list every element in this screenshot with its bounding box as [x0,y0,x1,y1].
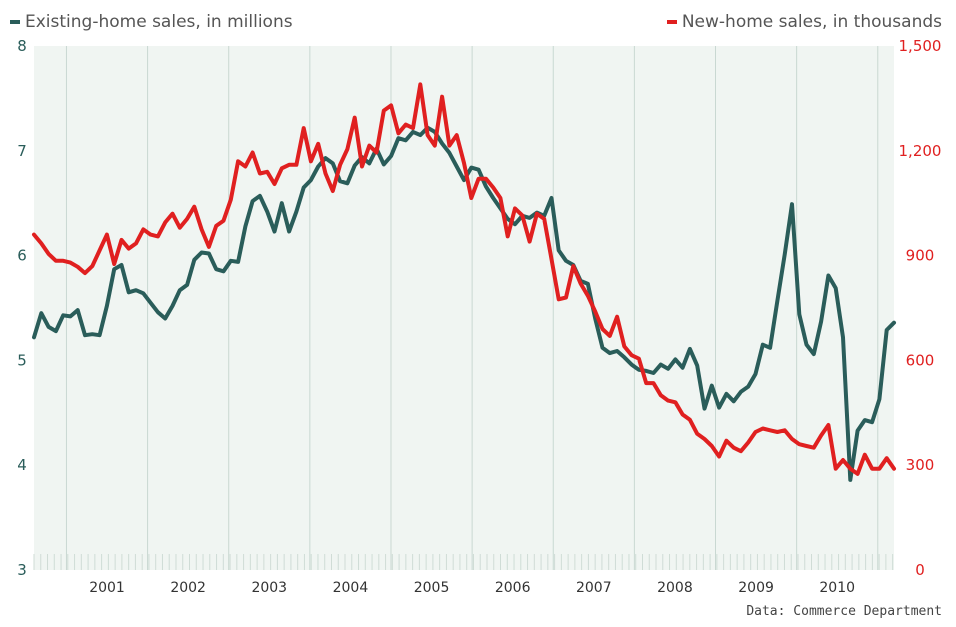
y-right-tick-label: 900 [906,247,935,265]
y-right-tick-label: 1,200 [899,142,942,160]
y-left-tick-label: 6 [17,247,27,265]
x-tick-label: 2001 [89,580,125,596]
y-right-tick-label: 300 [906,456,935,474]
x-tick-label: 2009 [738,580,774,596]
x-tick-label: 2006 [495,580,531,596]
y-right-tick-label: 1,500 [899,37,942,55]
plot-background [34,46,894,570]
y-right-tick-label: 0 [915,561,925,579]
x-tick-label: 2005 [414,580,450,596]
x-tick-label: 2010 [819,580,855,596]
legend-existing-label: Existing-home sales, in millions [25,12,293,32]
legend-existing: Existing-home sales, in millions [10,12,293,32]
y-right-tick-label: 600 [906,351,935,369]
source-note: Data: Commerce Department [746,604,942,619]
y-left-tick-label: 8 [17,37,27,55]
y-left-tick-label: 3 [17,561,27,579]
y-left-tick-label: 5 [17,351,27,369]
series-existing-line [32,125,896,482]
series-new-line [32,82,896,476]
legend-new-label: New-home sales, in thousands [681,12,942,32]
x-tick-label: 2007 [576,580,612,596]
x-tick-label: 2002 [170,580,206,596]
x-tick-label: 2004 [333,580,369,596]
legend-new: New-home sales, in thousands [666,12,942,32]
legend-new-swatch [666,20,677,24]
x-tick-label: 2003 [251,580,287,596]
y-left-tick-label: 4 [17,456,27,474]
y-left-tick-label: 7 [17,142,27,160]
x-tick-label: 2008 [657,580,693,596]
legend-existing-swatch [10,20,20,24]
